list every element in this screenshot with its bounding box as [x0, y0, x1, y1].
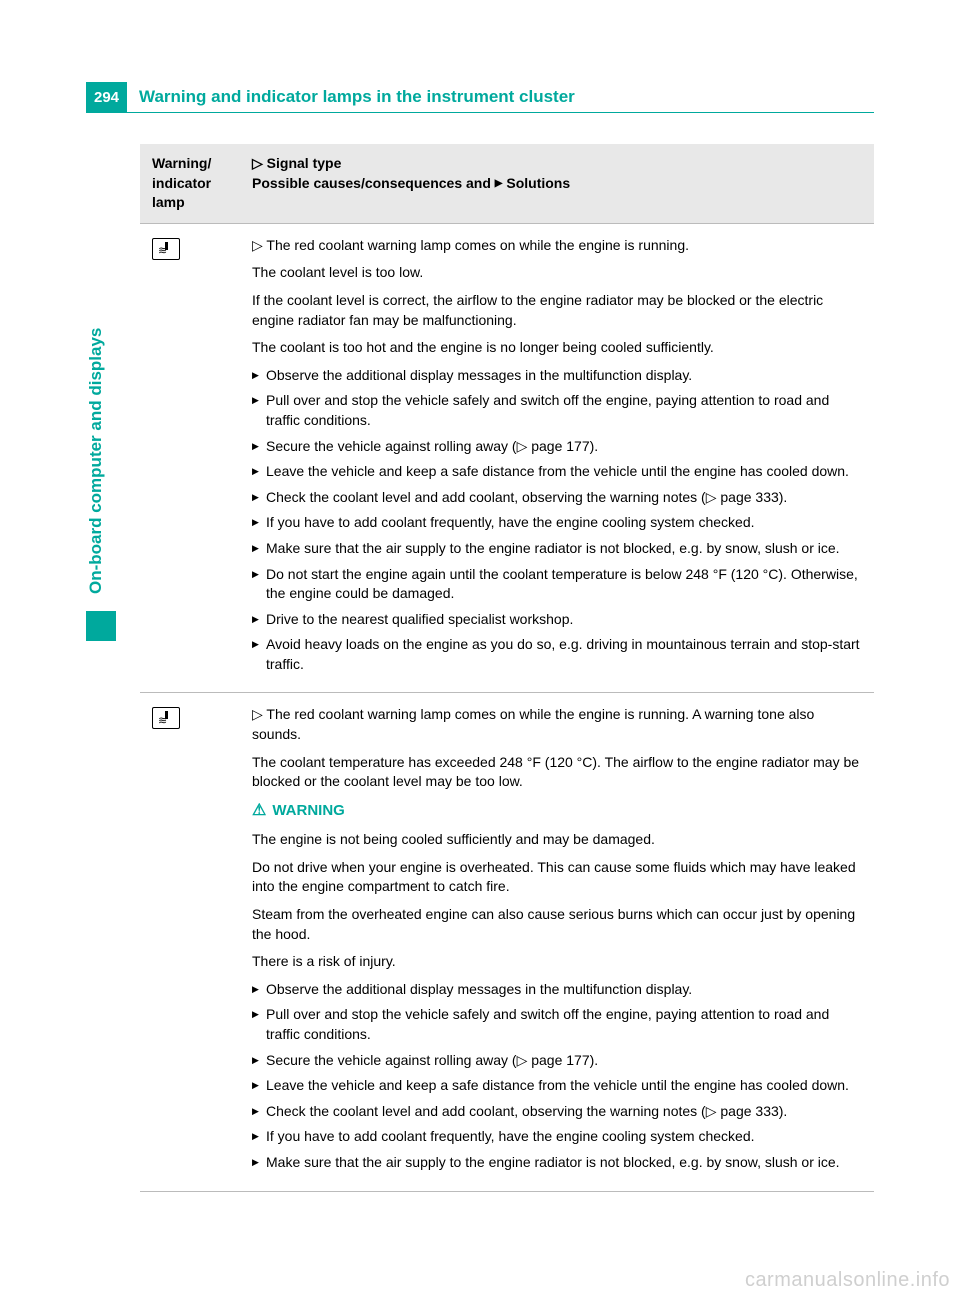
watermark: carmanualsonline.info: [745, 1269, 950, 1292]
signal-cell: ▷ The red coolant warning lamp comes on …: [240, 693, 874, 1191]
step-item: Check the coolant level and add coolant,…: [252, 1102, 862, 1122]
th-signal: ▷ Signal type Possible causes/consequenc…: [240, 144, 874, 223]
signal-glyph: ▷: [252, 706, 263, 722]
step-list: Observe the additional display messages …: [252, 980, 862, 1173]
signal-cell: ▷ The red coolant warning lamp comes on …: [240, 223, 874, 693]
table-row: ▷ The red coolant warning lamp comes on …: [140, 223, 874, 693]
page-title: Warning and indicator lamps in the instr…: [139, 87, 874, 107]
body-text: The coolant is too hot and the engine is…: [252, 338, 862, 358]
signal-type-glyph: ▷: [252, 155, 263, 171]
step-list: Observe the additional display messages …: [252, 366, 862, 675]
table-row: ▷ The red coolant warning lamp comes on …: [140, 693, 874, 1191]
warning-text: Steam from the overheated engine can als…: [252, 905, 862, 944]
step-item: Check the coolant level and add coolant,…: [252, 488, 862, 508]
page-header: 294 Warning and indicator lamps in the i…: [86, 82, 874, 112]
body-text: If the coolant level is correct, the air…: [252, 291, 862, 330]
warning-table: Warning/indicatorlamp ▷ Signal type Poss…: [140, 144, 874, 1192]
header-rule: [86, 112, 874, 113]
step-item: Leave the vehicle and keep a safe distan…: [252, 462, 862, 482]
lamp-cell: [140, 223, 240, 693]
causes-label-c: Solutions: [502, 175, 570, 191]
side-tab: [86, 611, 116, 641]
step-item: Pull over and stop the vehicle safely an…: [252, 391, 862, 430]
main-content: Warning/indicatorlamp ▷ Signal type Poss…: [140, 144, 874, 1192]
warning-text: There is a risk of injury.: [252, 952, 862, 972]
body-text: The coolant level is too low.: [252, 263, 862, 283]
step-item: Observe the additional display messages …: [252, 366, 862, 386]
step-item: If you have to add coolant frequently, h…: [252, 513, 862, 533]
step-item: Leave the vehicle and keep a safe distan…: [252, 1076, 862, 1096]
side-tab-label: On-board computer and displays: [86, 328, 106, 600]
page-number: 294: [86, 82, 127, 112]
coolant-lamp-icon: [152, 238, 180, 260]
step-item: Avoid heavy loads on the engine as you d…: [252, 635, 862, 674]
warning-text: The engine is not being cooled sufficien…: [252, 830, 862, 850]
lamp-cell: [140, 693, 240, 1191]
signal-line: ▷ The red coolant warning lamp comes on …: [252, 705, 862, 744]
step-item: Make sure that the air supply to the eng…: [252, 539, 862, 559]
step-item: Do not start the engine again until the …: [252, 565, 862, 604]
step-item: Observe the additional display messages …: [252, 980, 862, 1000]
coolant-lamp-icon: [152, 707, 180, 729]
step-item: Pull over and stop the vehicle safely an…: [252, 1005, 862, 1044]
warning-text: Do not drive when your engine is overhea…: [252, 858, 862, 897]
step-item: If you have to add coolant frequently, h…: [252, 1127, 862, 1147]
signal-type-label: Signal type: [267, 155, 342, 171]
step-item: Secure the vehicle against rolling away …: [252, 437, 862, 457]
step-item: Secure the vehicle against rolling away …: [252, 1051, 862, 1071]
body-text: The coolant temperature has exceeded 248…: [252, 753, 862, 792]
warning-icon: ⚠: [252, 800, 266, 822]
causes-label-a: Possible causes/consequences and: [252, 175, 495, 191]
table-body: ▷ The red coolant warning lamp comes on …: [140, 223, 874, 1191]
signal-glyph: ▷: [252, 237, 263, 253]
th-lamp: Warning/indicatorlamp: [140, 144, 240, 223]
step-item: Make sure that the air supply to the eng…: [252, 1153, 862, 1173]
signal-line: ▷ The red coolant warning lamp comes on …: [252, 236, 862, 256]
warning-heading: ⚠WARNING: [252, 800, 862, 822]
step-item: Drive to the nearest qualified specialis…: [252, 610, 862, 630]
